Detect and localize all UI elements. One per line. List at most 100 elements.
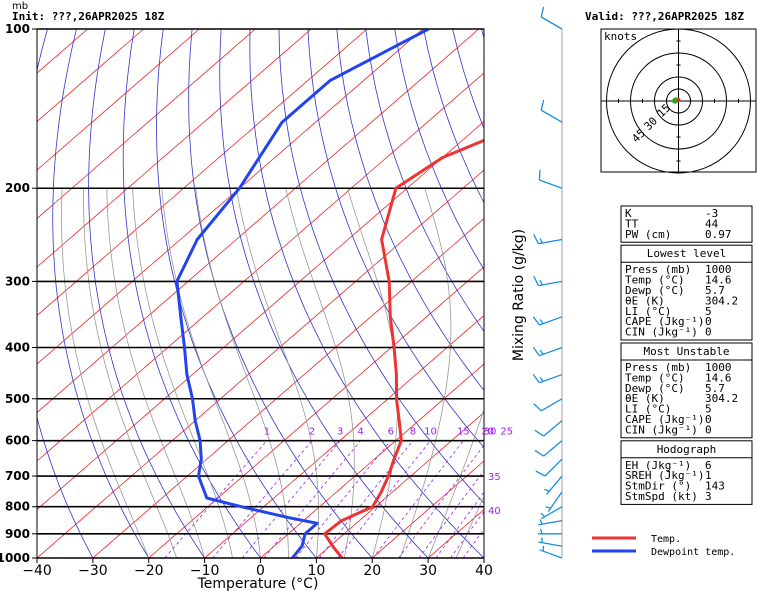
wind-barb (540, 506, 563, 520)
dry-adiabat-line (249, 29, 484, 558)
index-label: θE (K) (625, 294, 665, 307)
moist-adiabat-line (106, 188, 205, 558)
index-value: 14.6 (705, 371, 732, 384)
moist-adiabat-line (347, 188, 398, 558)
wind-barb (539, 545, 563, 559)
temperature-tick-label: 40 (475, 563, 493, 579)
legend-dewpoint-label: Dewpoint temp. (651, 547, 735, 558)
index-value: 0 (705, 326, 712, 339)
dry-adiabat-line (37, 29, 94, 558)
pressure-tick-label: 900 (5, 527, 30, 541)
dewpoint-profile (175, 29, 430, 558)
surface-wind-marker (676, 98, 681, 102)
wind-barb (532, 316, 563, 326)
indices-table: K -3 TT 44 PW (cm) 0.97 Lowest level Press (mb)… (620, 205, 753, 505)
index-value: 0 (705, 413, 712, 426)
pressure-tick-label: 500 (5, 392, 30, 406)
moist-adiabat-line (427, 408, 484, 558)
index-label: CIN (Jkg⁻¹) (625, 326, 698, 339)
index-label: Temp (°C) (625, 371, 685, 384)
wind-barb (538, 169, 563, 189)
wind-barb (544, 475, 563, 495)
wind-barb (538, 537, 563, 547)
mixing-ratio-line (435, 491, 484, 558)
mixing-ratio-label: 35 (488, 472, 501, 483)
index-value: 5 (705, 403, 712, 416)
valid-time: Valid: ???,26APR2025 18Z (585, 10, 744, 23)
wind-barb (532, 373, 563, 384)
index-label: StmSpd (kt) (625, 490, 698, 503)
mixing-ratio-line (318, 440, 414, 558)
mixing-ratio-axis-title: Mixing Ratio (g/kg) (511, 229, 527, 361)
index-box (620, 244, 753, 341)
dry-adiabat-line (278, 29, 484, 504)
index-label: PW (cm) (625, 228, 671, 241)
pressure-tick-label: 200 (5, 181, 30, 195)
x-axis-title: Temperature (°C) (197, 576, 319, 591)
index-value: 1000 (705, 361, 732, 374)
index-value: 14.6 (705, 274, 732, 287)
mixing-ratio-label: 8 (410, 427, 416, 438)
index-label: CAPE (Jkg⁻¹) (625, 315, 704, 328)
mixing-ratio-line (241, 440, 341, 558)
index-label: θE (K) (625, 392, 665, 405)
legend: Temp. Dewpoint temp. (592, 534, 735, 558)
isotherm-line (37, 29, 480, 413)
dry-adiabat-line (122, 29, 261, 558)
moist-adiabat-line (285, 188, 355, 558)
index-label: TT (625, 217, 639, 230)
temperature-tick-label: 0 (256, 563, 265, 579)
wind-barb (540, 6, 563, 30)
isotherm-line (427, 508, 484, 558)
index-value: 6 (705, 459, 712, 472)
wind-barb (540, 99, 563, 123)
mixing-ratio-line (263, 440, 362, 558)
isotherm-line (37, 29, 368, 317)
wind-barb (535, 458, 563, 477)
wind-barb (545, 491, 563, 512)
index-value: 304.2 (705, 392, 738, 405)
pressure-unit-label: mb (12, 1, 28, 12)
index-label: EH (Jkg⁻¹) (625, 459, 691, 472)
moist-adiabat-line (83, 188, 178, 558)
mixing-ratio-line (398, 444, 484, 558)
index-value: 304.2 (705, 294, 738, 307)
index-label: CAPE (Jkg⁻¹) (625, 413, 704, 426)
wind-barb (533, 398, 563, 412)
pressure-tick-label: 300 (5, 274, 30, 288)
index-section-title: Lowest level (647, 247, 726, 260)
mixing-ratio-line (450, 510, 484, 558)
pressure-tick-label: 1000 (0, 551, 30, 565)
wind-barb-column (532, 6, 563, 559)
temperature-tick-label: −10 (190, 563, 220, 579)
isotherm-line (148, 266, 484, 558)
temperature-tick-label: 20 (363, 563, 381, 579)
index-box (620, 342, 753, 439)
index-section-title: Hodograph (657, 443, 717, 456)
temperature-profile (323, 138, 484, 558)
index-label: K (625, 207, 632, 220)
temperature-tick-label: 10 (307, 563, 325, 579)
moist-adiabat-line (61, 188, 150, 558)
mixing-ratio-label: 40 (488, 506, 501, 517)
mixing-ratio-line (337, 440, 431, 558)
isotherm-line (37, 29, 424, 365)
mixing-ratio-lines (164, 440, 484, 558)
index-label: StmDir (°) (625, 480, 691, 493)
pressure-tick-label: 600 (5, 434, 30, 448)
mixing-ratio-label: 2 (309, 427, 315, 438)
temperature-tick-label: −30 (78, 563, 108, 579)
isotherm-line (37, 169, 484, 558)
wind-barb (538, 519, 563, 526)
dry-adiabat-line (156, 29, 317, 558)
dry-adiabat-line (88, 29, 205, 558)
init-time: Init: ???,26APR2025 18Z (12, 10, 165, 23)
isotherm-line (37, 29, 256, 220)
wind-barb (533, 275, 563, 287)
mixing-ratio-label: 25 (500, 427, 513, 438)
index-value: 0 (705, 423, 712, 436)
index-label: LI (°C) (625, 305, 671, 318)
isotherm-line (37, 72, 484, 462)
